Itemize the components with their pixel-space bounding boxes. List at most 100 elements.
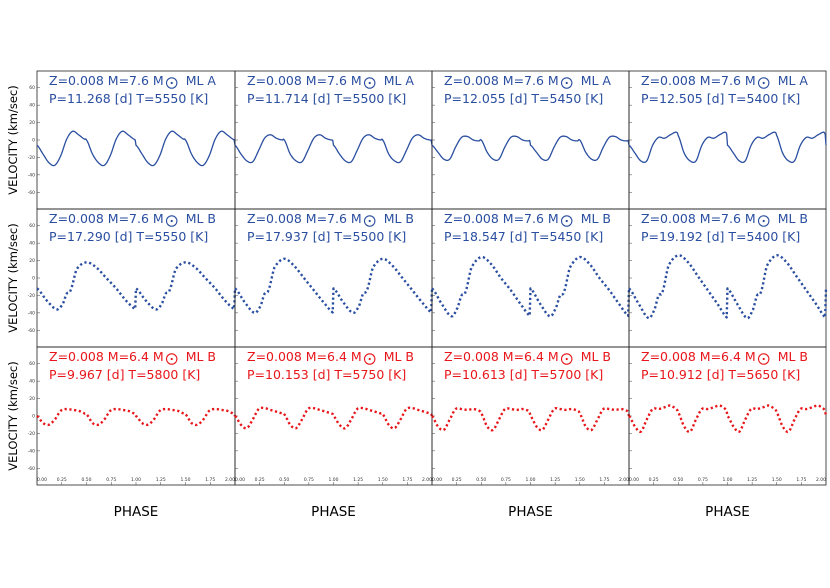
x-tick-label: 1.00: [722, 477, 732, 483]
y-tick-label: -60: [28, 190, 35, 196]
x-axis-label: PHASE: [311, 504, 356, 520]
x-tick-label: 0.25: [57, 477, 67, 483]
x-axis-label: PHASE: [508, 504, 553, 520]
y-tick-label: 0: [32, 138, 35, 144]
panel-label-line2: P=10.912 [d] T=5650 [K]: [641, 367, 800, 382]
y-tick-label: 40: [29, 103, 35, 109]
x-tick-label: 1.25: [353, 477, 363, 483]
y-axis-label: VELOCITY (km/sec): [6, 223, 20, 332]
y-tick-label: 0: [32, 414, 35, 420]
panel-label-line2: P=17.937 [d] T=5500 [K]: [247, 229, 406, 244]
panel-label-line1: Z=0.008 M=7.6 M: [49, 211, 164, 226]
x-tick-label: 1.00: [525, 477, 535, 483]
panel-label-line1: Z=0.008 M=6.4 M: [444, 349, 559, 364]
x-tick-label: 0.00: [37, 477, 47, 483]
sun-symbol-icon: [757, 77, 770, 89]
panel-label-mass: Z=0.008 M=7.6 M: [49, 73, 164, 88]
velocity-curve-r3-c1: [36, 407, 237, 427]
x-tick-label: 0.25: [452, 477, 462, 483]
x-tick-label: 0.50: [81, 477, 91, 483]
velocity-curve-r2-c4: [628, 254, 828, 320]
x-tick-label: 0.50: [673, 477, 683, 483]
x-tick-label: 1.75: [796, 477, 806, 483]
x-tick-label: 1.50: [772, 477, 782, 483]
panel-label-line1: Z=0.008 M=6.4 M: [49, 349, 164, 364]
panel-label-mode: ML A: [778, 73, 809, 88]
panel-label-line1: Z=0.008 M=7.6 M: [641, 73, 756, 88]
panel-label-line2: P=10.153 [d] T=5750 [K]: [247, 367, 406, 382]
y-axis-label: VELOCITY (km/sec): [6, 361, 20, 470]
sun-symbol-icon: [757, 215, 770, 227]
y-tick-label: -20: [28, 293, 35, 299]
x-tick-label: 1.25: [550, 477, 560, 483]
sun-symbol-dot: [565, 81, 568, 85]
velocity-curve-r2-c2: [234, 257, 434, 315]
panel-r3-c1: 60 40 20 0 -20 -40 -60 Z=0.008 M=6.4 M ML B P=9.9…: [28, 346, 237, 486]
panel-label-line2: P=12.505 [d] T=5400 [K]: [641, 91, 800, 106]
panel-label-line1: Z=0.008 M=7.6 M: [641, 211, 756, 226]
velocity-curve-r1-c1: [36, 130, 236, 167]
sun-symbol-icon: [363, 353, 376, 365]
x-tick-label: 1.50: [575, 477, 585, 483]
y-tick-label: -40: [28, 172, 35, 178]
panel-label-line2: P=11.268 [d] T=5550 [K]: [49, 91, 208, 106]
x-tick-label: 1.00: [131, 477, 141, 483]
y-tick-label: -40: [28, 448, 35, 454]
y-tick-label: 40: [29, 379, 35, 385]
y-axis-label: VELOCITY (km/sec): [6, 85, 20, 194]
sun-symbol-icon: [363, 77, 376, 89]
panel-label-mode: ML B: [384, 349, 414, 364]
y-tick-label: 40: [29, 241, 35, 247]
sun-symbol-dot: [368, 219, 371, 223]
y-tick-label: 20: [29, 258, 35, 264]
sun-symbol-dot: [170, 219, 173, 223]
x-tick-label: 1.25: [747, 477, 757, 483]
panel-label-mass: Z=0.008 M=7.6 M: [444, 73, 559, 88]
panel-label-mode: ML B: [778, 211, 808, 226]
panel-label-line1: Z=0.008 M=7.6 M: [444, 211, 559, 226]
panel-label-line1: Z=0.008 M=7.6 M: [444, 73, 559, 88]
y-tick-label: 60: [29, 361, 35, 367]
sun-symbol-dot: [170, 81, 173, 85]
panel-label-mode: ML A: [186, 73, 217, 88]
panel-label-mode: ML A: [384, 73, 415, 88]
x-tick-label: 0.00: [432, 477, 442, 483]
panel-label-line1: Z=0.008 M=6.4 M: [247, 349, 362, 364]
x-tick-label: 0.50: [279, 477, 289, 483]
sun-symbol-icon: [165, 353, 178, 365]
sun-symbol-dot: [762, 219, 765, 223]
sun-symbol-icon: [363, 215, 376, 227]
panel-label-mass: Z=0.008 M=6.4 M: [641, 349, 756, 364]
panel-r2-c1: 60 40 20 0 -20 -40 -60 Z=0.008 M=7.6 M ML B P=17.…: [28, 208, 237, 348]
x-tick-label: 0.75: [304, 477, 314, 483]
panel-r3-c2: Z=0.008 M=6.4 M ML B P=10.153 [d] T=5750 […: [234, 346, 434, 486]
panel-label-line1: Z=0.008 M=7.6 M: [247, 211, 362, 226]
sun-symbol-dot: [368, 81, 371, 85]
x-tick-label: 0.75: [106, 477, 116, 483]
panel-label-mass: Z=0.008 M=6.4 M: [444, 349, 559, 364]
sun-symbol-dot: [368, 357, 371, 361]
panel-r1-c3: Z=0.008 M=7.6 M ML A P=12.055 [d] T=5450 […: [431, 70, 630, 210]
panel-label-mass: Z=0.008 M=7.6 M: [247, 73, 362, 88]
sun-symbol-icon: [165, 215, 178, 227]
y-tick-label: 60: [29, 223, 35, 229]
sun-symbol-dot: [170, 357, 173, 361]
panel-label-mass: Z=0.008 M=7.6 M: [444, 211, 559, 226]
panel-label-mode: ML B: [581, 211, 611, 226]
x-tick-label: 2.00: [619, 477, 629, 483]
sun-symbol-icon: [560, 215, 573, 227]
panel-label-line2: P=10.613 [d] T=5700 [K]: [444, 367, 603, 382]
panel-label-mode: ML B: [581, 349, 611, 364]
panel-r2-c4: Z=0.008 M=7.6 M ML B P=19.192 [d] T=5400 […: [628, 208, 828, 348]
panel-r1-c1: 60 40 20 0 -20 -40 -60 Z=0.008 M=7.6 M ML A P=11.…: [28, 70, 236, 210]
y-tick-label: 60: [29, 85, 35, 91]
velocity-curve-r2-c3: [431, 255, 631, 318]
panel-r3-c3: Z=0.008 M=6.4 M ML B P=10.613 [d] T=5700 […: [431, 346, 631, 486]
velocity-curve-r2-c1: [36, 261, 237, 311]
panel-label-mode: ML B: [186, 349, 216, 364]
panel-label-mass: Z=0.008 M=7.6 M: [247, 211, 362, 226]
panel-label-line1: Z=0.008 M=7.6 M: [49, 73, 164, 88]
x-axis-label: PHASE: [705, 504, 750, 520]
panel-label-line2: P=12.055 [d] T=5450 [K]: [444, 91, 603, 106]
